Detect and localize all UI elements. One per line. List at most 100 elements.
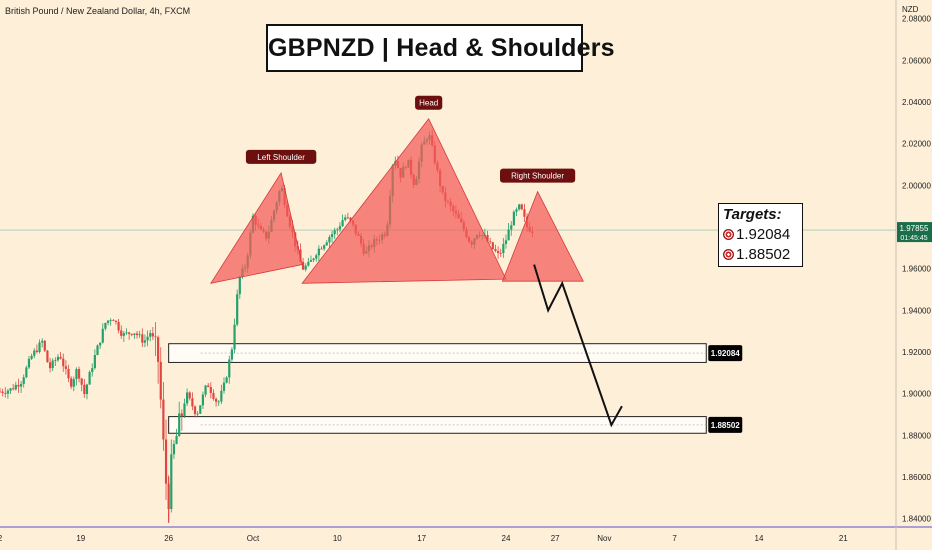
candle-body bbox=[96, 345, 99, 356]
candle-body bbox=[141, 334, 144, 343]
right-shoulder-label: Right Shoulder bbox=[511, 172, 564, 181]
candle-body bbox=[146, 336, 149, 341]
candle-body bbox=[64, 366, 67, 369]
candle-body bbox=[130, 333, 133, 335]
candle-body bbox=[22, 377, 25, 384]
x-tick-label: 27 bbox=[551, 534, 560, 543]
candle-body bbox=[77, 369, 81, 379]
candle-body bbox=[164, 439, 168, 484]
y-tick-label: 2.06000 bbox=[902, 56, 931, 65]
candle-body bbox=[72, 379, 75, 387]
candle-body bbox=[106, 320, 110, 323]
candle-body bbox=[186, 392, 189, 404]
candle-body bbox=[199, 405, 202, 414]
candle-body bbox=[114, 320, 118, 322]
candle-body bbox=[41, 340, 44, 343]
target-zone-badge bbox=[708, 345, 743, 362]
y-tick-label: 1.96000 bbox=[902, 265, 931, 274]
candle-body bbox=[99, 342, 102, 346]
candle-body bbox=[301, 261, 305, 270]
x-tick-label: 19 bbox=[76, 534, 85, 543]
current-price-label: 1.97855 bbox=[900, 224, 929, 233]
candle-body bbox=[236, 294, 239, 325]
candle-body bbox=[157, 337, 160, 362]
candle-body bbox=[70, 378, 73, 387]
candle-body bbox=[518, 204, 521, 210]
candle-body bbox=[175, 435, 178, 444]
candle-body bbox=[507, 229, 510, 241]
candle-body bbox=[159, 361, 162, 400]
candle-body bbox=[120, 330, 123, 336]
x-tick-label: 24 bbox=[502, 534, 511, 543]
x-tick-label: 26 bbox=[164, 534, 173, 543]
candle-body bbox=[117, 321, 120, 331]
candle-body bbox=[9, 388, 12, 391]
left-shoulder-label: Left Shoulder bbox=[257, 153, 305, 162]
projection-arrow bbox=[533, 264, 623, 428]
candle-body bbox=[193, 406, 197, 415]
chart-title: GBPNZD | Head & Shoulders bbox=[266, 24, 615, 72]
candle-body bbox=[494, 249, 497, 252]
candle-body bbox=[491, 242, 494, 250]
candle-body bbox=[207, 385, 210, 388]
candle-body bbox=[91, 368, 94, 373]
candle-body bbox=[512, 211, 515, 226]
candle-body bbox=[183, 403, 186, 416]
y-tick-label: 2.04000 bbox=[902, 98, 931, 107]
candle-body bbox=[323, 245, 326, 249]
candle-body bbox=[489, 241, 492, 243]
candle-body bbox=[225, 377, 228, 383]
candle-body bbox=[228, 359, 231, 378]
candle-body bbox=[499, 253, 502, 254]
candle-body bbox=[133, 333, 136, 335]
target-value-1: 1.92084 bbox=[736, 226, 791, 243]
y-tick-label: 2.02000 bbox=[902, 140, 931, 149]
candle-body bbox=[27, 358, 31, 368]
y-tick-label: 1.84000 bbox=[902, 515, 931, 524]
candle-body bbox=[151, 333, 154, 337]
candle-body bbox=[48, 362, 52, 369]
targets-box: Targets: 1.92084 1.88502 bbox=[718, 203, 803, 267]
candle-body bbox=[315, 255, 318, 259]
candle-body bbox=[333, 230, 336, 235]
candle-body bbox=[19, 383, 23, 387]
candle-body bbox=[496, 251, 500, 254]
candle-body bbox=[178, 413, 181, 436]
x-tick-label: 10 bbox=[333, 534, 342, 543]
candle-body bbox=[220, 390, 223, 402]
candle-body bbox=[209, 387, 212, 393]
candle-body bbox=[112, 320, 115, 321]
target-line-1: 1.92084 bbox=[723, 225, 798, 245]
x-tick-label: 7 bbox=[672, 534, 677, 543]
head-label: Head bbox=[419, 99, 438, 108]
target-icon bbox=[723, 229, 734, 240]
candle-body bbox=[230, 349, 234, 360]
candle-body bbox=[125, 332, 128, 334]
symbol-label[interactable]: British Pound / New Zealand Dollar, 4h, … bbox=[5, 6, 191, 16]
x-tick-label: 17 bbox=[417, 534, 426, 543]
x-tick-label: 14 bbox=[755, 534, 764, 543]
y-tick-label: 1.92000 bbox=[902, 348, 931, 357]
x-tick-label: Nov bbox=[597, 534, 611, 543]
candle-body bbox=[143, 340, 147, 343]
candle-body bbox=[523, 209, 526, 217]
target-zone-badge bbox=[708, 416, 743, 433]
y-tick-label: 1.86000 bbox=[902, 473, 931, 482]
candle-body bbox=[67, 368, 70, 379]
candle-body bbox=[233, 324, 236, 350]
candle-body bbox=[83, 384, 86, 395]
candle-body bbox=[43, 340, 46, 351]
countdown-label: 01:45:45 bbox=[900, 235, 927, 242]
candle-body bbox=[307, 261, 310, 266]
candle-body bbox=[104, 322, 107, 329]
candle-body bbox=[62, 358, 65, 367]
candle-body bbox=[504, 240, 508, 244]
candle-body bbox=[238, 276, 241, 295]
candle-body bbox=[312, 258, 315, 261]
pattern-triangle bbox=[209, 171, 303, 284]
current-price-badge bbox=[897, 222, 932, 243]
candle-body bbox=[4, 392, 7, 394]
candle-body bbox=[30, 355, 33, 359]
candle-body bbox=[101, 328, 104, 343]
